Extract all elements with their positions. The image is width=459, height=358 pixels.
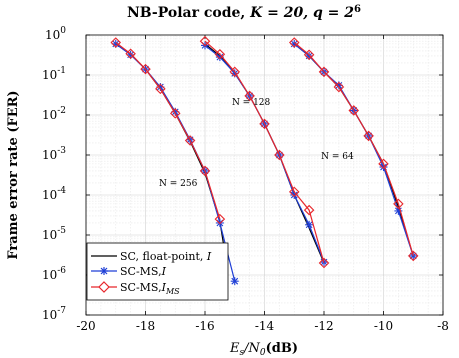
data-point-diamond <box>214 48 226 60</box>
data-point-diamond <box>393 198 404 210</box>
x-tick-label: -16 <box>195 319 214 333</box>
legend-label-scms: SC-MS,I <box>120 265 167 278</box>
data-point-diamond <box>288 186 300 198</box>
data-point-diamond <box>140 63 151 75</box>
x-tick-label: -20 <box>76 319 95 333</box>
x-tick-label: -10 <box>374 319 393 333</box>
annotation-label: N = 256 <box>159 179 198 189</box>
data-point-diamond <box>348 105 360 116</box>
data-point-diamond <box>184 135 196 146</box>
annotation-label: N = 64 <box>321 152 354 162</box>
series-n64-2 <box>288 37 419 262</box>
data-point-diamond <box>125 48 136 60</box>
x-tick-label: -18 <box>136 319 155 333</box>
data-point-diamond <box>303 49 315 61</box>
data-point-diamond <box>155 83 166 95</box>
series-layer <box>110 35 419 286</box>
data-point-diamond <box>318 66 330 78</box>
data-point-diamond <box>318 257 330 269</box>
x-tick-label: -14 <box>255 319 275 333</box>
legend-diamond-marker <box>98 281 110 293</box>
data-point-diamond <box>274 149 285 161</box>
data-point-diamond <box>199 35 211 47</box>
series-n128-2 <box>199 35 330 269</box>
data-point-diamond <box>214 213 226 225</box>
data-point-diamond <box>303 204 315 216</box>
plot-frame <box>85 34 444 316</box>
data-point-diamond <box>333 81 345 93</box>
series-line <box>204 40 325 264</box>
annotation-layer: N = 256 N = 128 N = 64 <box>159 98 354 189</box>
series-n256-2 <box>110 37 226 225</box>
x-tick-label: -8 <box>437 319 449 333</box>
data-point-diamond <box>407 250 419 262</box>
data-point-diamond <box>110 37 122 48</box>
legend-label-scms-ims: SC-MS,IMS <box>120 281 180 296</box>
data-point-star <box>230 277 239 286</box>
data-point-diamond <box>288 37 300 48</box>
grid-lines <box>85 35 444 316</box>
legend: SC, float-point, I SC-MS,I SC-MS,IMS <box>86 242 229 301</box>
data-point-diamond <box>199 165 211 177</box>
legend-star-marker <box>100 267 108 275</box>
y-axis-label: Frame error rate (FER) <box>6 90 21 259</box>
data-point-diamond <box>169 108 181 119</box>
data-point-star <box>305 220 314 229</box>
chart-title: NB-Polar code, K = 20, q = 26 <box>127 4 361 21</box>
series-line <box>293 42 414 257</box>
data-point-diamond <box>378 158 389 170</box>
data-point-diamond <box>229 66 241 78</box>
data-point-star <box>409 251 418 260</box>
legend-label-sc: SC, float-point, I <box>120 250 212 263</box>
annotation-label: N = 128 <box>232 98 271 108</box>
data-point-diamond <box>363 130 374 142</box>
data-point-diamond <box>244 90 255 102</box>
x-tick-label: -12 <box>314 319 333 333</box>
data-point-diamond <box>259 118 270 130</box>
x-axis-label: Es/N0(dB) <box>229 341 298 358</box>
